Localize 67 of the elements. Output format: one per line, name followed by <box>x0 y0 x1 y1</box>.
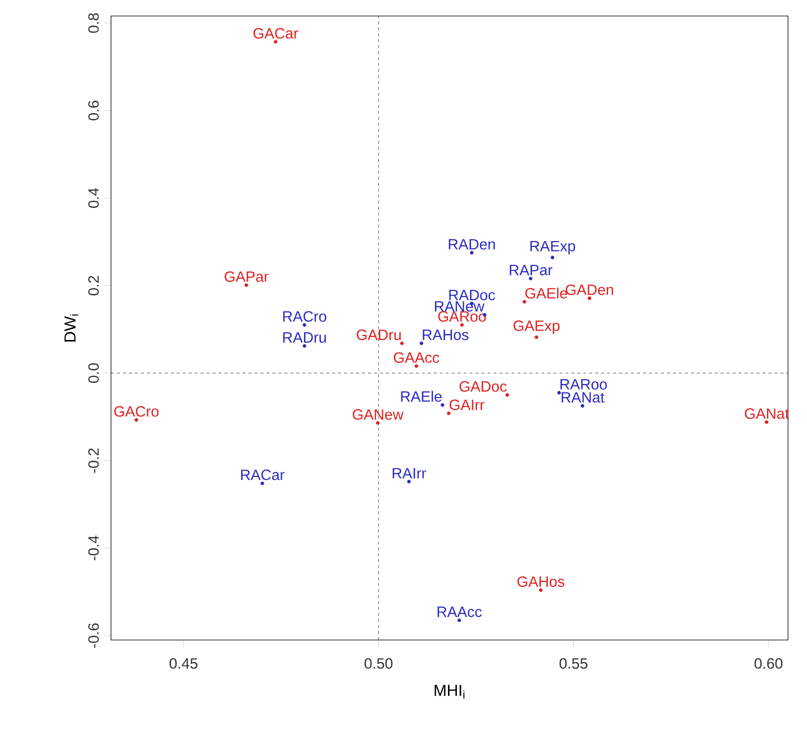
data-label: GAEle <box>525 288 568 299</box>
point <box>244 283 248 287</box>
data-label: GADoc <box>460 381 507 392</box>
point <box>538 588 543 592</box>
x-tick-label: 0.45 <box>170 658 198 669</box>
data-label: RADru <box>283 332 326 343</box>
point <box>414 364 418 368</box>
point <box>470 250 474 255</box>
data-label: RAExp <box>530 240 576 254</box>
data-label: RAHos <box>422 330 468 340</box>
data-label: RACar <box>241 470 284 480</box>
point <box>134 418 138 422</box>
data-label: GACro <box>114 406 159 417</box>
data-label: GAPar <box>224 271 268 282</box>
y-tick-label: 0.0 <box>88 363 99 383</box>
point <box>534 335 538 339</box>
y-tick-label: -0.2 <box>88 448 99 473</box>
point <box>302 323 306 327</box>
y-tick-label: -0.6 <box>88 623 99 648</box>
point <box>522 300 526 304</box>
point <box>557 390 561 395</box>
y-axis-title: DW$_{i}$ <box>64 314 78 342</box>
data-label: RAEle <box>401 390 442 402</box>
data-label: GAExp <box>514 320 560 334</box>
data-label: GADru <box>356 330 401 340</box>
x-tick-label: 0.50 <box>364 658 392 669</box>
point <box>260 482 264 486</box>
point <box>407 480 411 484</box>
data-label: RANat <box>562 392 604 403</box>
data-label: RADen <box>448 239 495 250</box>
point <box>580 404 584 408</box>
data-label: GAAcc <box>394 352 440 363</box>
data-label: GANew <box>352 409 404 420</box>
data-label: GARoo <box>438 311 486 322</box>
data-label: RAPar <box>510 264 552 276</box>
y-tick-label: 0.6 <box>88 100 99 120</box>
point <box>440 403 444 407</box>
data-label: GADen <box>566 284 614 296</box>
y-tick-label: 0.2 <box>88 276 99 296</box>
point <box>274 40 278 44</box>
point <box>505 393 510 397</box>
x-tick-label: 0.55 <box>560 658 588 669</box>
data-label: RANew <box>434 301 484 312</box>
data-label: RAIrr <box>392 468 426 478</box>
data-label: GAHos <box>517 576 564 587</box>
point <box>446 412 451 416</box>
point <box>460 323 464 327</box>
point <box>376 421 380 425</box>
data-label: RAAcc <box>438 606 482 618</box>
point <box>457 618 462 622</box>
point <box>400 342 404 346</box>
point <box>764 420 768 424</box>
data-label: RACro <box>283 311 326 322</box>
point <box>528 276 532 280</box>
data-label: RADoc <box>449 290 496 300</box>
y-tick-label: 0.8 <box>88 13 99 33</box>
data-label: GAIrr <box>450 400 484 410</box>
point <box>420 342 424 346</box>
x-tick-label: 0.60 <box>754 658 782 669</box>
y-tick-label: -0.4 <box>88 536 99 560</box>
data-label: GACar <box>253 28 298 39</box>
x-axis-title: MHI$_{i}$ <box>434 684 464 698</box>
data-label: RARoo <box>560 379 607 390</box>
point <box>302 344 306 348</box>
point <box>550 256 554 260</box>
point <box>588 296 592 300</box>
y-tick-label: 0.4 <box>88 188 99 208</box>
